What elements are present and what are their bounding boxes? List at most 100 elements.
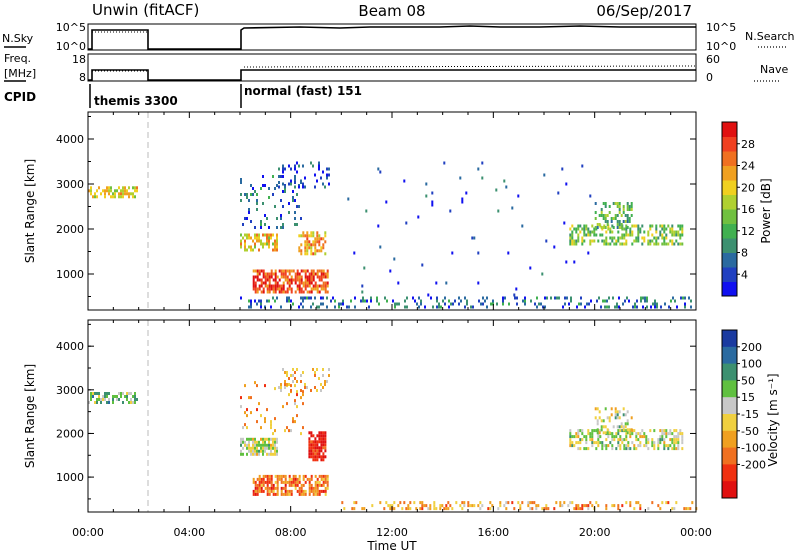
data-cell bbox=[624, 299, 626, 303]
data-cell bbox=[294, 483, 297, 487]
data-cell bbox=[624, 425, 627, 429]
data-cell bbox=[538, 302, 540, 306]
data-cell bbox=[320, 440, 323, 444]
data-cell bbox=[452, 302, 454, 306]
y-tick-label: 2000 bbox=[56, 223, 84, 236]
data-cell bbox=[278, 175, 280, 178]
data-cell bbox=[306, 284, 309, 288]
data-cell bbox=[312, 458, 315, 462]
data-cell bbox=[617, 507, 620, 511]
data-cell bbox=[389, 504, 392, 508]
data-cell bbox=[302, 390, 304, 394]
data-cell bbox=[625, 435, 628, 439]
nsky-label: N.Sky bbox=[2, 32, 34, 45]
data-cell bbox=[268, 480, 271, 484]
data-cell bbox=[625, 230, 628, 234]
data-cell bbox=[403, 179, 406, 183]
data-cell bbox=[258, 483, 261, 487]
data-cell bbox=[671, 432, 674, 436]
data-cell bbox=[312, 275, 315, 279]
data-cell bbox=[118, 392, 120, 395]
data-cell bbox=[124, 192, 126, 196]
data-cell bbox=[98, 398, 100, 401]
data-cell bbox=[306, 278, 309, 282]
data-cell bbox=[324, 446, 327, 450]
data-cell bbox=[600, 208, 603, 211]
data-cell bbox=[294, 290, 297, 294]
data-cell bbox=[272, 272, 275, 276]
data-cell bbox=[619, 444, 622, 448]
data-cell bbox=[284, 480, 287, 484]
data-cell bbox=[629, 447, 632, 451]
data-cell bbox=[280, 492, 283, 496]
data-cell bbox=[310, 281, 313, 285]
data-cell bbox=[661, 236, 664, 240]
data-cell bbox=[294, 275, 297, 279]
data-cell bbox=[266, 275, 269, 279]
data-cell bbox=[270, 449, 272, 453]
data-cell bbox=[254, 437, 256, 441]
data-cell bbox=[282, 170, 284, 174]
data-cell bbox=[268, 233, 270, 237]
data-cell bbox=[284, 290, 287, 294]
data-cell bbox=[363, 507, 366, 511]
data-cell bbox=[270, 477, 273, 481]
data-cell bbox=[266, 443, 268, 447]
data-cell bbox=[302, 290, 305, 294]
data-cell bbox=[618, 416, 621, 420]
data-cell bbox=[90, 186, 92, 190]
data-cell bbox=[661, 224, 664, 228]
data-cell bbox=[464, 305, 466, 309]
data-cell bbox=[659, 429, 662, 433]
data-cell bbox=[312, 486, 315, 490]
data-cell bbox=[591, 230, 594, 234]
data-cell bbox=[621, 441, 624, 445]
velocity-frame bbox=[87, 319, 697, 513]
data-cell bbox=[621, 242, 624, 246]
data-cell bbox=[270, 287, 273, 291]
colorbar-tick-label: -200 bbox=[741, 458, 766, 471]
data-cell bbox=[683, 507, 686, 511]
data-cell bbox=[626, 202, 629, 205]
data-cell bbox=[589, 230, 592, 234]
data-cell bbox=[272, 242, 274, 246]
data-cell bbox=[677, 435, 680, 439]
data-cell bbox=[644, 296, 646, 300]
data-cell bbox=[645, 441, 648, 445]
data-cell bbox=[569, 435, 572, 439]
data-cell bbox=[270, 269, 273, 273]
data-cell bbox=[244, 248, 246, 252]
data-cell bbox=[595, 233, 598, 237]
data-cell bbox=[596, 431, 599, 435]
data-cell bbox=[92, 392, 94, 395]
data-cell bbox=[126, 192, 128, 196]
data-cell bbox=[268, 489, 271, 493]
data-cell bbox=[120, 189, 122, 193]
data-cell bbox=[550, 296, 552, 300]
data-cell bbox=[394, 305, 396, 309]
data-cell bbox=[619, 438, 622, 442]
data-cell bbox=[324, 449, 327, 453]
data-cell bbox=[576, 305, 578, 309]
data-cell bbox=[300, 243, 303, 247]
data-cell bbox=[280, 386, 282, 389]
data-cell bbox=[316, 440, 319, 444]
data-cell bbox=[264, 417, 266, 421]
data-cell bbox=[598, 416, 601, 420]
data-cell bbox=[308, 234, 311, 238]
data-cell bbox=[451, 251, 454, 255]
data-cell bbox=[318, 290, 321, 294]
data-cell bbox=[288, 278, 291, 282]
data-cell bbox=[362, 299, 364, 303]
data-cell bbox=[120, 192, 122, 196]
data-cell bbox=[290, 287, 293, 291]
data-cell bbox=[106, 392, 108, 395]
data-cell bbox=[612, 296, 614, 300]
data-cell bbox=[461, 501, 464, 505]
colorbar-swatch bbox=[722, 447, 737, 465]
data-cell bbox=[413, 501, 416, 505]
data-cell bbox=[685, 507, 688, 511]
data-cell bbox=[547, 507, 550, 511]
data-cell bbox=[306, 296, 308, 300]
